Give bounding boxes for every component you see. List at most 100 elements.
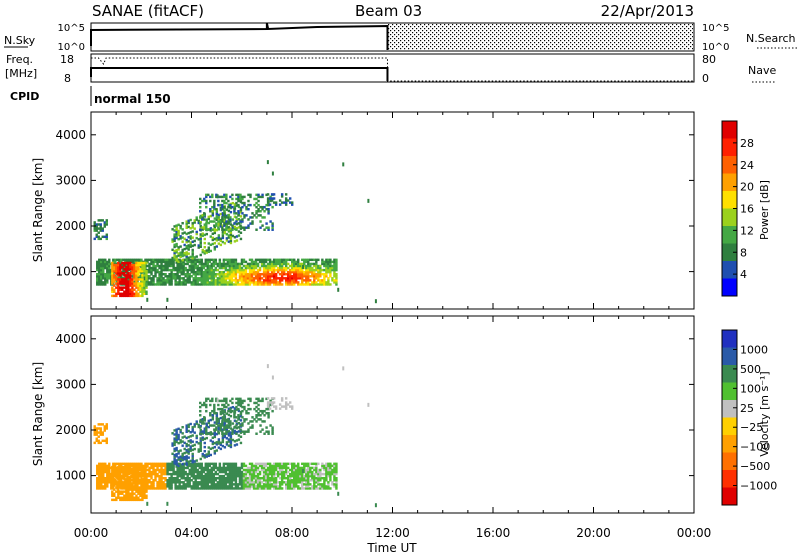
heatmap-cell [293,281,296,284]
heatmap-cell [136,462,139,466]
heatmap-cell [228,275,232,278]
heatmap-cell [335,481,338,484]
heatmap-cell [212,258,216,262]
heatmap-cell [204,472,207,476]
heatmap-cell [329,466,332,470]
heatmap-cell [96,275,99,278]
heatmap-cell [303,264,306,268]
cpid-row: CPID normal 150 [10,86,171,106]
heatmap-cell [189,422,192,426]
heatmap-cell [218,270,222,274]
heatmap-cell [266,401,270,404]
heatmap-cell [327,277,330,280]
heatmap-cell [226,281,230,284]
heatmap-cell [282,201,286,204]
heatmap-cell [240,466,244,470]
heatmap-cell [115,469,118,473]
heatmap-cell [143,484,146,487]
heatmap-cell [212,268,216,272]
heatmap-cell [253,401,256,405]
ytick-label: 2000 [55,423,86,437]
heatmap-cell [239,227,243,230]
heatmap-cell [307,260,310,264]
heatmap-cell [215,443,219,446]
heatmap-cell [331,483,334,486]
heatmap-cell [317,474,320,478]
heatmap-cell [217,440,221,443]
heatmap-cell [125,469,128,473]
heatmap-cell [307,283,310,286]
heatmap-cell [272,201,276,204]
heatmap-cell [260,264,264,268]
heatmap-cell [232,260,236,264]
heatmap-cell [321,462,324,466]
heatmap-cell [156,283,159,286]
heatmap-cell [156,481,159,484]
heatmap-cell [223,419,227,422]
heatmap-cell [272,281,276,284]
heatmap-cell [206,472,209,476]
heatmap-cell [194,260,197,264]
heatmap-cell [291,487,294,490]
heatmap-cell [305,474,308,478]
heatmap-cell [323,485,326,488]
heatmap-cell [135,486,138,489]
heatmap-cell [333,262,336,266]
heatmap-cell [237,197,240,201]
heatmap-cell [236,470,240,474]
heatmap-cell [199,443,202,446]
heatmap-cell [288,479,292,482]
heatmap-cell [145,490,148,493]
heatmap-cell [177,458,180,461]
heatmap-cell [158,283,161,286]
heatmap-cell [291,270,294,274]
heatmap-cell [222,474,226,478]
heatmap-cell [249,216,252,219]
heatmap-cell [210,470,214,474]
heatmap-cell [303,266,306,270]
heatmap-cell [329,272,332,276]
heatmap-cell [234,272,238,276]
heatmap-cell [261,411,264,415]
heatmap-cell [203,427,206,430]
heatmap-cell [293,474,296,478]
heatmap-cell [211,238,215,242]
colorbar-swatch [722,226,737,244]
heatmap-cell [239,435,243,438]
heatmap-cell [141,292,144,296]
heatmap-cell [248,275,252,278]
heatmap-cell [307,462,310,466]
heatmap-cell [227,420,230,423]
heatmap-cell [235,424,238,427]
heatmap-cell [190,262,193,266]
heatmap-cell [248,483,252,486]
heatmap-cell [116,462,119,466]
heatmap-cell [256,474,260,478]
heatmap-cell [276,464,280,468]
heatmap-cell [123,496,126,500]
heatmap-cell [140,462,143,466]
heatmap-cell [127,492,130,495]
heatmap-cell [217,438,221,441]
heatmap-cell [259,205,262,209]
heatmap-cell [125,480,128,483]
heatmap-cell [135,261,138,265]
heatmap-cell [329,479,332,482]
heatmap-cell [266,474,270,478]
heatmap-cell [315,264,318,268]
heatmap-cell [278,483,282,486]
heatmap-cell [190,462,193,466]
heatmap-cell [323,476,326,480]
heatmap-cell [212,485,216,488]
heatmap-cell [152,472,155,476]
heatmap-cell [367,402,370,407]
heatmap-cell [280,464,284,468]
heatmap-cell [272,262,276,266]
heatmap-cell [113,267,116,271]
heatmap-cell [219,427,223,430]
heatmap-cell [307,468,310,472]
heatmap-cell [299,472,302,476]
heatmap-cell [225,197,228,201]
heatmap-cell [305,264,308,268]
heatmap-cell [143,274,146,277]
